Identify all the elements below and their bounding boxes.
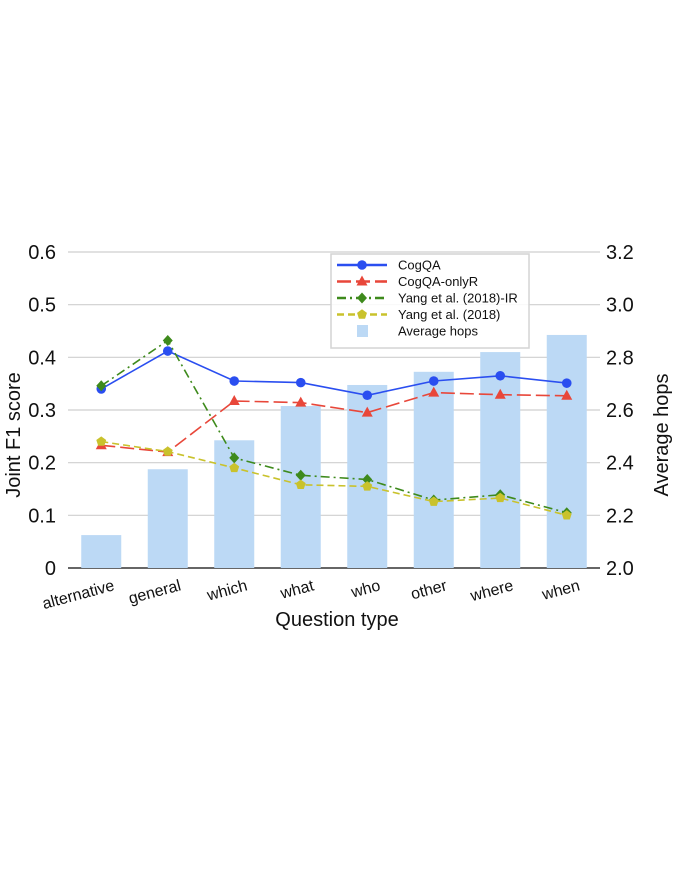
y-tick-right: 2.4 <box>606 453 634 475</box>
legend-swatch <box>357 325 368 337</box>
data-point <box>428 386 440 397</box>
data-point <box>162 334 173 346</box>
y-tick-left: 0.4 <box>28 347 56 369</box>
data-point <box>295 469 306 481</box>
x-tick-label: when <box>539 577 581 604</box>
data-point <box>495 370 506 381</box>
data-point <box>229 462 240 473</box>
data-point <box>96 380 107 392</box>
series-line <box>100 350 567 397</box>
series-lines <box>95 334 573 520</box>
data-point <box>362 474 373 486</box>
data-point <box>96 436 107 446</box>
data-point <box>162 346 173 356</box>
y-tick-right: 2.0 <box>606 558 634 580</box>
x-tick-label: where <box>468 577 516 605</box>
data-point <box>428 376 439 386</box>
bar-average-hops <box>546 334 587 568</box>
data-point <box>295 479 306 489</box>
data-point <box>162 446 173 456</box>
y-tick-left: 0.5 <box>28 295 56 317</box>
y-tick-right: 2.2 <box>606 505 634 527</box>
x-tick-label: other <box>409 577 449 603</box>
data-point <box>361 406 373 417</box>
y-axis-title-right: Average hops <box>651 373 673 496</box>
data-point <box>494 388 506 399</box>
data-point <box>229 376 240 386</box>
x-axis-title: Question type <box>275 609 398 631</box>
x-tick-labels: alternative general which what who other where… <box>41 577 582 613</box>
y-tick-right: 2.8 <box>606 347 634 369</box>
legend-label: Yang et al. (2018)-IR <box>398 291 518 306</box>
data-point <box>561 389 573 400</box>
bar-average-hops <box>413 371 454 568</box>
legend-label: CogQA <box>398 258 441 273</box>
data-point <box>561 378 572 388</box>
legend-label: Average hops <box>398 324 478 339</box>
y-tick-right: 3.0 <box>606 295 634 317</box>
y-tick-left: 0.1 <box>28 505 56 527</box>
legend-marker <box>357 260 367 270</box>
y-tick-left: 0.3 <box>28 400 56 422</box>
data-point <box>295 396 307 407</box>
legend-label: CogQA-onlyR <box>398 274 478 289</box>
series-line <box>100 339 568 514</box>
x-tick-label: which <box>204 577 249 604</box>
legend-marker <box>357 309 367 319</box>
series-line <box>101 391 567 453</box>
bar-average-hops <box>81 535 122 568</box>
x-tick-label: who <box>349 577 383 601</box>
data-point <box>295 377 306 388</box>
bar-average-hops <box>147 469 188 568</box>
legend-label: Yang et al. (2018) <box>398 307 500 322</box>
y-axis-title-left: Joint F1 score <box>3 372 25 498</box>
data-point <box>495 492 506 503</box>
y-ticks-left: 0 0.1 0.2 0.3 0.4 0.5 0.6 <box>28 242 56 580</box>
y-tick-right: 3.2 <box>606 242 634 264</box>
data-point <box>362 390 373 401</box>
data-point <box>428 496 439 506</box>
x-tick-label: general <box>127 577 183 607</box>
data-point <box>362 481 373 491</box>
y-ticks-right: 2.0 2.2 2.4 2.6 2.8 3.0 3.2 <box>606 242 634 580</box>
data-point <box>561 510 572 520</box>
y-tick-right: 2.6 <box>606 400 634 422</box>
legend-marker <box>356 275 368 286</box>
y-tick-left: 0.2 <box>28 453 56 475</box>
bars <box>81 334 587 568</box>
x-tick-label: what <box>278 577 317 603</box>
legend-marker <box>357 292 367 304</box>
y-tick-left: 0.6 <box>28 242 56 264</box>
y-tick-left: 0 <box>45 558 56 580</box>
series-line <box>101 440 568 517</box>
x-tick-label: alternative <box>41 577 117 613</box>
data-point <box>229 452 240 464</box>
bar-average-hops <box>480 352 521 568</box>
data-point <box>228 395 240 406</box>
